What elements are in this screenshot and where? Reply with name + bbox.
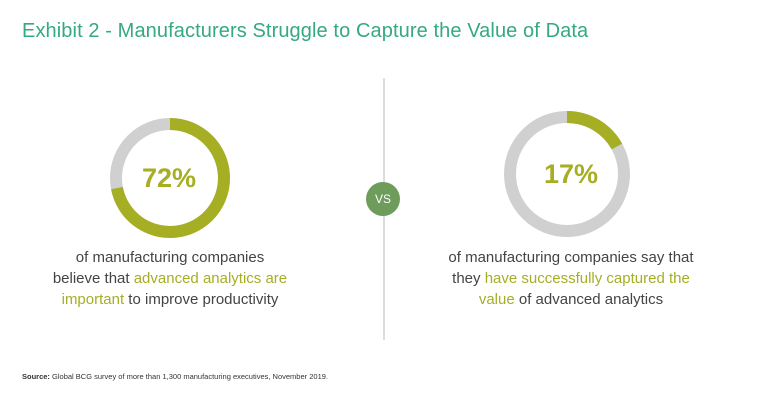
caption-left-line3: important to improve productivity — [40, 289, 300, 310]
caption-right-line3-text: of advanced analytics — [514, 291, 664, 308]
caption-right-line2: they have successfully captured the — [431, 268, 711, 289]
exhibit-title: Exhibit 2 - Manufacturers Struggle to Ca… — [22, 20, 589, 42]
source-note: Source: Global BCG survey of more than 1… — [22, 372, 328, 381]
donut-value-arc-right — [566, 111, 623, 150]
caption-left: of manufacturing companies believe that … — [40, 247, 300, 310]
caption-left-line2: believe that advanced analytics are — [40, 268, 300, 289]
caption-right-highlight-1: have successfully captured the — [484, 270, 690, 287]
caption-left-line1: of manufacturing companies — [75, 249, 265, 266]
caption-left-line3-text: to improve productivity — [124, 291, 279, 308]
source-text: Global BCG survey of more than 1,300 man… — [49, 372, 328, 381]
caption-right-highlight-2: value — [478, 291, 515, 308]
donut-value-arc-left — [111, 118, 230, 238]
source-label: Source: — [22, 372, 50, 381]
caption-right: of manufacturing companies say that they… — [431, 247, 711, 310]
percentage-label-left: 72% — [141, 163, 197, 193]
caption-right-line3: value of advanced analytics — [431, 289, 711, 310]
caption-right-line2-text: they — [452, 270, 485, 287]
percentage-label-right: 17% — [543, 159, 599, 189]
donut-chart-left — [110, 118, 230, 238]
donut-chart-right — [504, 111, 630, 237]
caption-left-line2-text: believe that — [52, 270, 134, 287]
caption-left-highlight-2: important — [61, 291, 125, 308]
caption-right-line1: of manufacturing companies say that — [448, 249, 694, 266]
vs-badge: VS — [366, 182, 400, 216]
caption-left-highlight-1: advanced analytics are — [133, 270, 288, 287]
